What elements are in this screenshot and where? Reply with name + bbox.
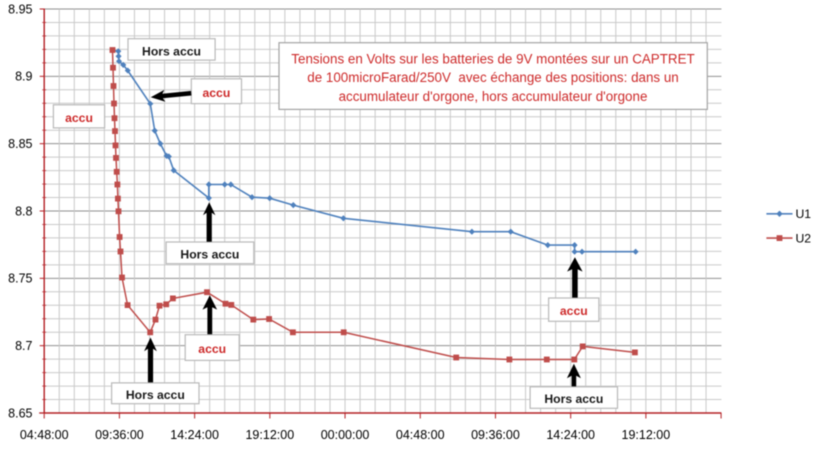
svg-text:14:24:00: 14:24:00 [170, 428, 219, 442]
svg-text:accu: accu [560, 304, 588, 318]
svg-text:04:48:00: 04:48:00 [396, 428, 445, 442]
svg-text:8.9: 8.9 [15, 70, 32, 84]
svg-text:09:36:00: 09:36:00 [471, 428, 520, 442]
svg-text:8.85: 8.85 [8, 137, 32, 151]
svg-text:Hors accu: Hors accu [126, 388, 185, 402]
svg-text:accu: accu [198, 342, 226, 356]
svg-text:04:48:00: 04:48:00 [20, 428, 69, 442]
svg-text:de 100microFarad/250V avec éc: de 100microFarad/250V avec échange des p… [307, 70, 678, 85]
svg-text:U2: U2 [796, 231, 812, 245]
svg-text:8.95: 8.95 [8, 2, 32, 16]
svg-text:Hors accu: Hors accu [142, 44, 201, 58]
svg-text:8.65: 8.65 [8, 406, 32, 420]
svg-text:8.75: 8.75 [8, 272, 32, 286]
svg-text:accu: accu [65, 111, 93, 125]
svg-text:accu: accu [203, 86, 231, 100]
svg-text:8.8: 8.8 [15, 204, 32, 218]
svg-text:00:00:00: 00:00:00 [321, 428, 370, 442]
svg-text:Hors accu: Hors accu [544, 392, 603, 406]
svg-text:Tensions en Volts sur les batt: Tensions en Volts sur les batteries de 9… [291, 52, 694, 67]
svg-text:accumulateur d'orgone, hors ac: accumulateur d'orgone, hors accumulateur… [339, 89, 648, 104]
svg-text:19:12:00: 19:12:00 [245, 428, 294, 442]
svg-text:09:36:00: 09:36:00 [95, 428, 144, 442]
svg-text:14:24:00: 14:24:00 [546, 428, 595, 442]
svg-text:U1: U1 [796, 207, 812, 221]
svg-text:19:12:00: 19:12:00 [622, 428, 671, 442]
svg-text:8.7: 8.7 [15, 339, 32, 353]
svg-text:Hors accu: Hors accu [180, 247, 239, 261]
